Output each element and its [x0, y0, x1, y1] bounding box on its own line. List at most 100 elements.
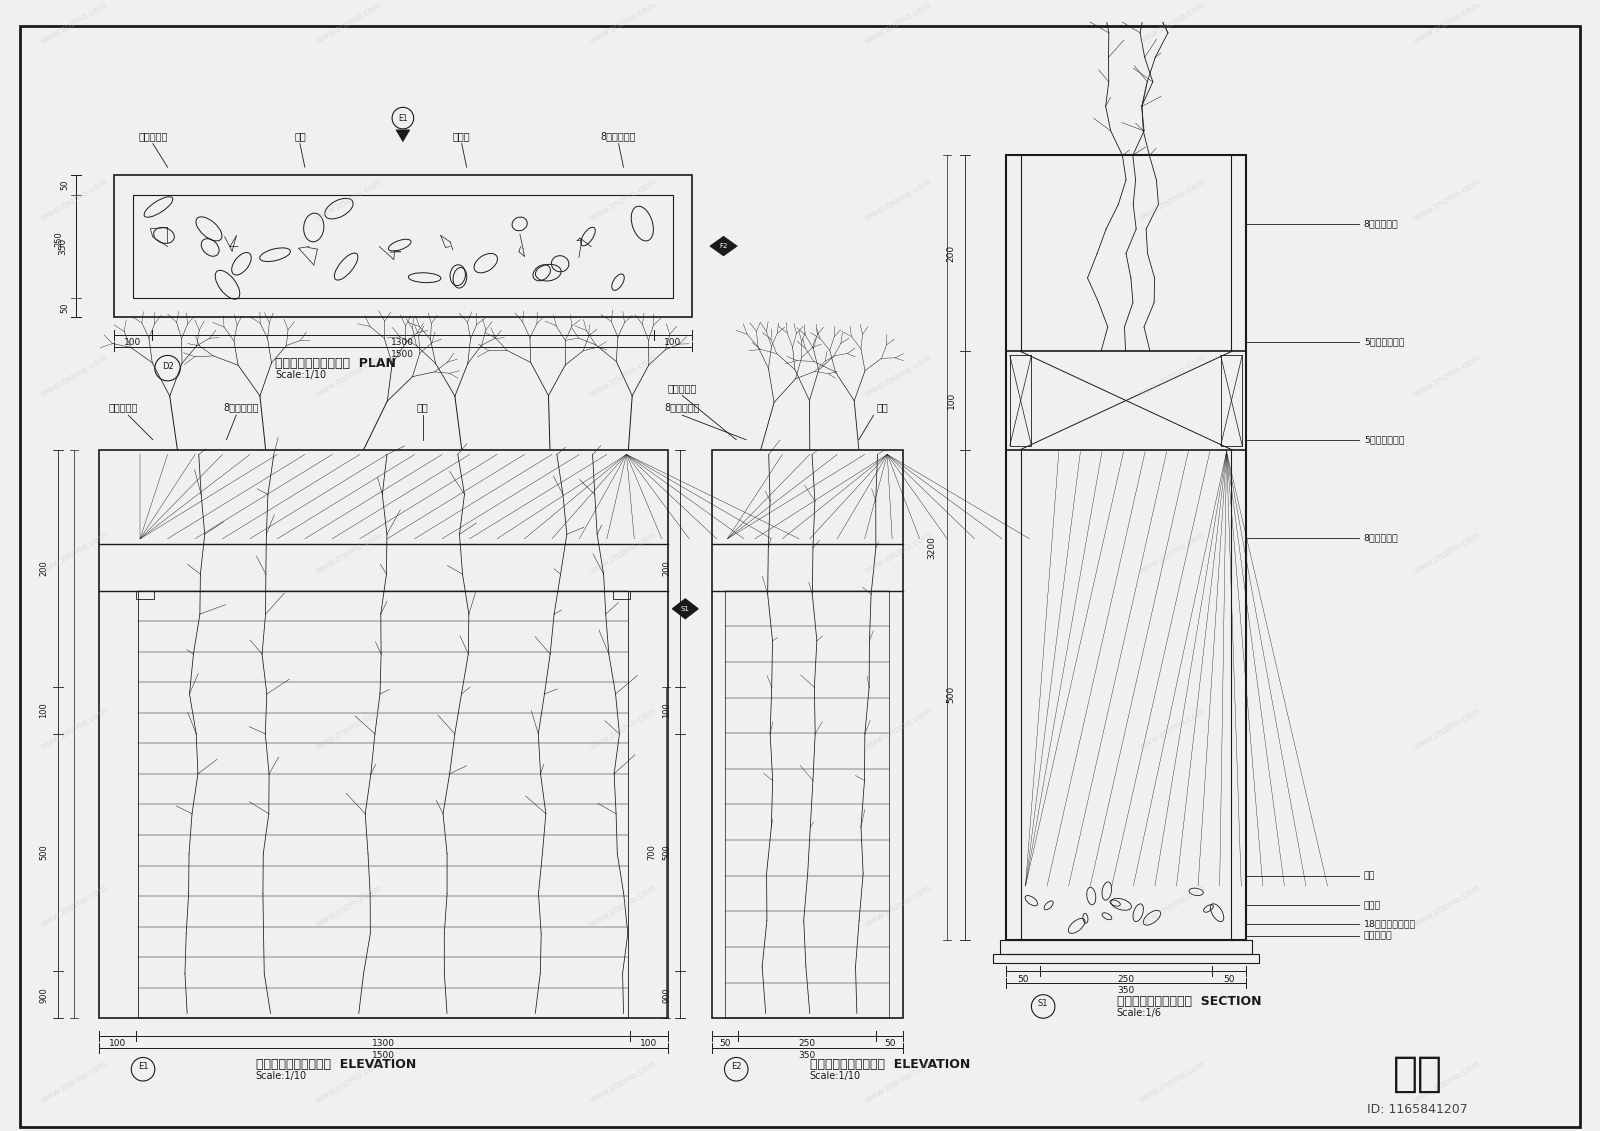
- Text: 红影木饰面: 红影木饰面: [138, 131, 168, 140]
- Text: www.znzmo.com: www.znzmo.com: [589, 353, 659, 399]
- Text: ID: 1165841207: ID: 1165841207: [1368, 1103, 1469, 1116]
- Bar: [136, 590, 154, 598]
- Bar: [114, 175, 693, 317]
- Polygon shape: [710, 236, 738, 256]
- Text: www.znzmo.com: www.znzmo.com: [862, 882, 933, 929]
- Text: www.znzmo.com: www.znzmo.com: [862, 706, 933, 752]
- Bar: [133, 195, 672, 297]
- Text: www.znzmo.com: www.znzmo.com: [1413, 1059, 1482, 1105]
- Text: www.znzmo.com: www.znzmo.com: [314, 882, 384, 929]
- Text: www.znzmo.com: www.znzmo.com: [1138, 529, 1208, 576]
- Text: 知末: 知末: [1392, 1053, 1443, 1095]
- Text: www.znzmo.com: www.znzmo.com: [862, 1059, 933, 1105]
- Text: www.znzmo.com: www.znzmo.com: [589, 0, 659, 46]
- Bar: [1006, 155, 1246, 940]
- Text: 干枝: 干枝: [294, 131, 306, 140]
- Polygon shape: [397, 130, 410, 141]
- Text: 8厚钗化玻璃: 8厚钗化玻璃: [1363, 534, 1398, 542]
- Text: 100: 100: [640, 1039, 658, 1048]
- Text: 1300: 1300: [392, 338, 414, 347]
- Text: 500: 500: [40, 845, 48, 861]
- Text: www.znzmo.com: www.znzmo.com: [40, 1059, 109, 1105]
- Text: 50: 50: [61, 302, 69, 312]
- Text: 100: 100: [40, 702, 48, 718]
- Text: www.znzmo.com: www.znzmo.com: [1138, 706, 1208, 752]
- Text: 250: 250: [798, 1039, 816, 1048]
- Text: 8厚钗化玻璃: 8厚钗化玻璃: [602, 131, 637, 140]
- Text: www.znzmo.com: www.znzmo.com: [589, 1059, 659, 1105]
- Text: 5宽实木线收口: 5宽实木线收口: [1363, 337, 1405, 346]
- Text: 200: 200: [40, 560, 48, 576]
- Text: 一层休闲厅花案立面图  ELEVATION: 一层休闲厅花案立面图 ELEVATION: [810, 1057, 970, 1071]
- Text: www.znzmo.com: www.znzmo.com: [1413, 176, 1482, 223]
- Text: 8厚钗化玻璃: 8厚钗化玻璃: [224, 403, 259, 413]
- Text: E1: E1: [398, 113, 408, 122]
- Text: 100: 100: [662, 702, 670, 718]
- Text: www.znzmo.com: www.znzmo.com: [40, 0, 109, 46]
- Text: 3200: 3200: [926, 536, 936, 559]
- Polygon shape: [672, 599, 698, 619]
- Bar: [613, 590, 630, 598]
- Text: 100: 100: [664, 338, 682, 347]
- Text: S1: S1: [682, 606, 690, 612]
- Text: 100: 100: [125, 338, 141, 347]
- Text: www.znzmo.com: www.znzmo.com: [40, 706, 109, 752]
- Text: www.znzmo.com: www.znzmo.com: [862, 0, 933, 46]
- Text: 一层休闲厅花案立面图  ELEVATION: 一层休闲厅花案立面图 ELEVATION: [256, 1057, 416, 1071]
- Text: www.znzmo.com: www.znzmo.com: [314, 176, 384, 223]
- Text: 250: 250: [1117, 975, 1134, 984]
- Text: www.znzmo.com: www.znzmo.com: [1413, 0, 1482, 46]
- Text: www.znzmo.com: www.znzmo.com: [589, 706, 659, 752]
- Text: www.znzmo.com: www.znzmo.com: [314, 353, 384, 399]
- Text: 50: 50: [1224, 975, 1235, 984]
- Text: Scale:1/10: Scale:1/10: [256, 1071, 307, 1081]
- Text: 干枝: 干枝: [877, 403, 888, 413]
- Text: 900: 900: [40, 987, 48, 1002]
- Bar: [99, 449, 667, 1018]
- Text: 鹅卵石: 鹅卵石: [1363, 901, 1381, 910]
- Text: 红影木饰面: 红影木饰面: [1363, 931, 1392, 940]
- Text: 一层休闲厅花案剪面图  SECTION: 一层休闲厅花案剪面图 SECTION: [1117, 995, 1261, 1008]
- Text: S1: S1: [1038, 999, 1048, 1008]
- Text: www.znzmo.com: www.znzmo.com: [589, 176, 659, 223]
- Text: 1500: 1500: [392, 349, 414, 359]
- Text: 50: 50: [720, 1039, 731, 1048]
- Bar: [712, 449, 902, 1018]
- Text: 50: 50: [61, 180, 69, 190]
- Text: Scale:1/10: Scale:1/10: [275, 370, 326, 380]
- Text: www.znzmo.com: www.znzmo.com: [1138, 882, 1208, 929]
- Text: 50: 50: [1018, 975, 1029, 984]
- Text: 地灯: 地灯: [1363, 872, 1376, 881]
- Text: 350: 350: [58, 238, 67, 254]
- Text: Scale:1/10: Scale:1/10: [810, 1071, 861, 1081]
- Text: www.znzmo.com: www.znzmo.com: [314, 0, 384, 46]
- Text: www.znzmo.com: www.znzmo.com: [40, 176, 109, 223]
- Text: www.znzmo.com: www.znzmo.com: [1138, 1059, 1208, 1105]
- Text: E2: E2: [731, 1062, 741, 1071]
- Text: www.znzmo.com: www.znzmo.com: [589, 882, 659, 929]
- Text: 200: 200: [662, 560, 670, 576]
- Text: E1: E1: [138, 1062, 149, 1071]
- Text: www.znzmo.com: www.znzmo.com: [40, 882, 109, 929]
- Text: www.znzmo.com: www.znzmo.com: [1138, 0, 1208, 46]
- Text: www.znzmo.com: www.znzmo.com: [1413, 706, 1482, 752]
- Text: 900: 900: [662, 987, 670, 1002]
- Text: D2: D2: [162, 362, 173, 371]
- Text: www.znzmo.com: www.znzmo.com: [40, 529, 109, 576]
- Text: F2: F2: [720, 243, 728, 249]
- Text: 红影木饰面: 红影木饰面: [667, 382, 698, 392]
- Text: www.znzmo.com: www.znzmo.com: [314, 529, 384, 576]
- Text: 8厚钗化玻璃: 8厚钗化玻璃: [1363, 219, 1398, 228]
- Text: 鹅卵石: 鹅卵石: [453, 131, 470, 140]
- Text: www.znzmo.com: www.znzmo.com: [862, 176, 933, 223]
- Text: www.znzmo.com: www.znzmo.com: [314, 1059, 384, 1105]
- Text: 100: 100: [109, 1039, 126, 1048]
- Text: 8厚钗化玻璃: 8厚钗化玻璃: [664, 403, 701, 413]
- Text: www.znzmo.com: www.znzmo.com: [1138, 176, 1208, 223]
- Text: 250: 250: [54, 231, 64, 247]
- Text: www.znzmo.com: www.znzmo.com: [314, 706, 384, 752]
- Text: 200: 200: [947, 245, 955, 262]
- Text: 干枝: 干枝: [416, 403, 429, 413]
- Text: 500: 500: [947, 687, 955, 703]
- Text: 1300: 1300: [371, 1039, 395, 1048]
